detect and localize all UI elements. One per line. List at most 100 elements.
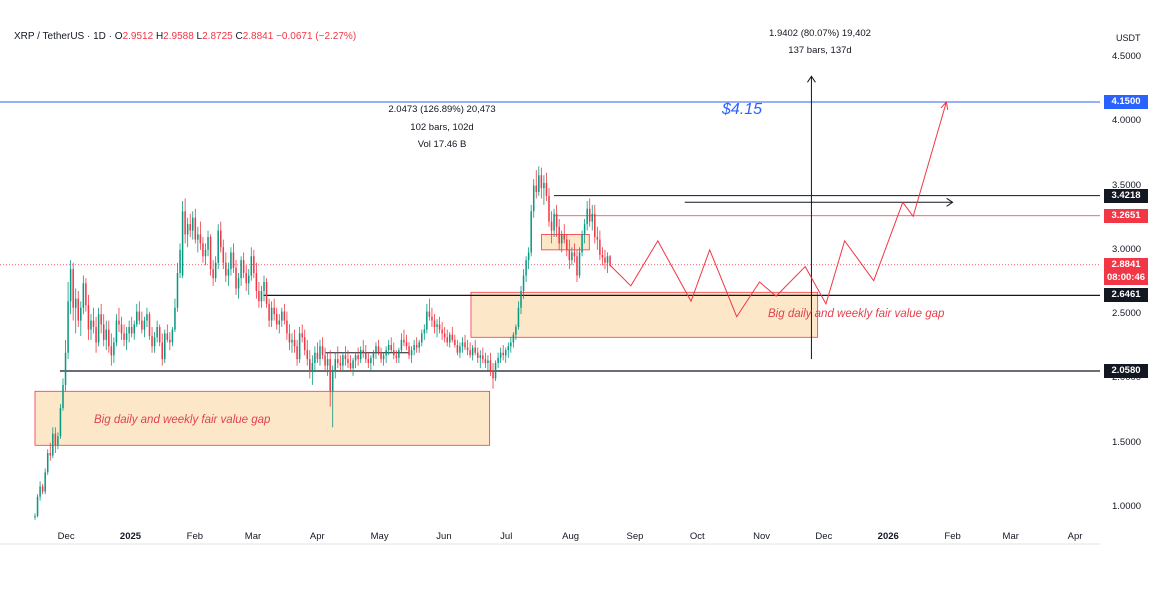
candle-body: [436, 324, 438, 327]
candle-body: [408, 346, 410, 356]
candle-body: [494, 363, 497, 379]
measure-2-line-2: 137 bars, 137d: [788, 45, 852, 56]
candle-body: [283, 311, 286, 321]
candle-body: [227, 269, 230, 276]
candle-body: [324, 355, 326, 366]
candle-body: [543, 183, 545, 189]
candle-body: [281, 311, 283, 321]
candle-body: [319, 346, 321, 360]
candle-body: [504, 350, 507, 356]
x-tick-label: Oct: [689, 531, 705, 542]
candle-body: [268, 303, 270, 321]
x-tick-label: Mar: [244, 531, 262, 542]
candle-body: [255, 273, 258, 291]
candle-body: [92, 320, 95, 327]
fvg-zone-1: [34, 390, 491, 446]
candle-body: [515, 327, 517, 335]
candle-body: [209, 237, 212, 270]
open-value: 2.9512: [122, 31, 154, 42]
candle-body: [247, 275, 250, 284]
candle-body: [95, 327, 97, 343]
candle-body: [44, 472, 46, 492]
y-tick-label: 4.0000: [1112, 115, 1142, 127]
candle-body: [395, 355, 398, 358]
candle-body: [578, 252, 581, 276]
candle-body: [263, 282, 265, 291]
candle-body: [250, 256, 253, 276]
candle-body: [415, 345, 418, 348]
candle-body: [59, 408, 62, 437]
candle-body: [342, 355, 344, 366]
candle-body: [148, 314, 151, 336]
candle-body: [581, 234, 583, 253]
candle-body: [87, 305, 90, 330]
candle-body: [72, 269, 74, 308]
candle-body: [365, 352, 367, 360]
candle-body: [377, 346, 380, 353]
candle-body: [438, 324, 441, 330]
candle-body: [179, 249, 181, 273]
candle-body: [538, 175, 540, 192]
candle-body: [293, 339, 296, 347]
fvg-zone-3: [541, 234, 590, 251]
y-tick-label: 3.5000: [1112, 179, 1142, 191]
candle-body: [219, 230, 222, 248]
candle-body: [606, 256, 609, 263]
x-tick-label: Dec: [815, 531, 833, 542]
candle-body: [398, 350, 400, 358]
candle-body: [482, 355, 484, 360]
candle-body: [520, 291, 522, 308]
candle-body: [265, 282, 268, 304]
candle-body: [49, 453, 52, 456]
candle-body: [90, 320, 92, 330]
candle-body: [588, 208, 591, 222]
candle-body: [146, 314, 148, 321]
candle-body: [169, 339, 171, 343]
candle-body: [288, 333, 291, 343]
candle-body: [136, 311, 138, 325]
candle-body: [405, 342, 408, 347]
candle-body: [108, 329, 110, 347]
candle-body: [212, 269, 214, 279]
candle-body: [52, 433, 54, 456]
price-axis-label: 2.0580: [1104, 363, 1148, 378]
candle-body: [69, 269, 72, 302]
candle-body: [306, 350, 309, 360]
candle-body: [217, 230, 219, 263]
candle-body: [594, 213, 596, 237]
candle-body: [57, 436, 59, 446]
candle-body: [349, 363, 352, 369]
candle-body: [476, 352, 479, 358]
candle-body: [286, 320, 288, 334]
change-value: −0.0671 (−2.27%): [276, 31, 357, 42]
target-price-label: $4.15: [722, 101, 763, 118]
candle-body: [298, 333, 301, 360]
candle-body: [560, 234, 563, 244]
candle-body: [522, 275, 525, 291]
candle-body: [245, 273, 247, 284]
candle-body: [352, 360, 354, 369]
candle-body: [479, 355, 482, 358]
candle-body: [385, 350, 387, 356]
candle-body: [464, 342, 466, 348]
close-value: 2.8841: [242, 31, 274, 42]
x-tick-label: Dec: [57, 531, 75, 542]
candle-body: [461, 342, 464, 347]
currency-label: USDT: [1116, 33, 1141, 43]
candle-body: [448, 334, 451, 343]
candle-body: [527, 252, 530, 261]
x-tick-label: Nov: [753, 531, 771, 542]
candle-body: [41, 486, 44, 492]
candle-body: [309, 359, 311, 372]
candle-body: [260, 291, 263, 302]
candlestick-series: [34, 166, 611, 520]
candle-body: [573, 252, 576, 257]
x-tick-label: Sep: [626, 531, 644, 542]
candle-body: [291, 339, 293, 343]
candle-body: [423, 329, 426, 334]
candle-body: [347, 359, 349, 363]
price-axis-label: 4.1500: [1104, 95, 1148, 109]
candle-body: [110, 346, 113, 356]
candle-body: [113, 342, 115, 356]
